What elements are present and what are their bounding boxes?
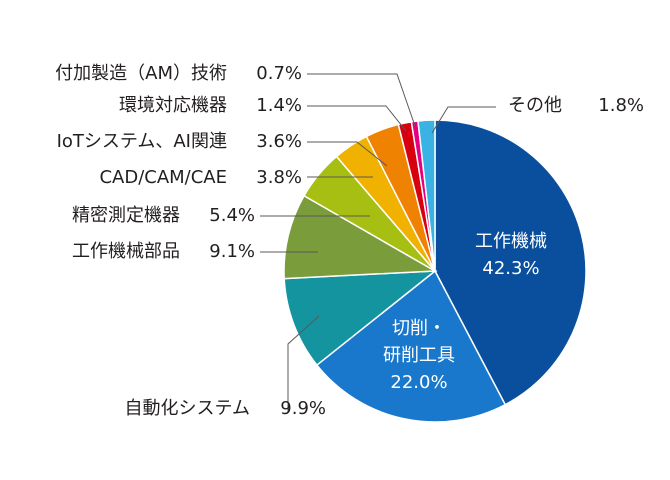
slice-value-sonota: 1.8% [598, 95, 644, 116]
slice-label-seimitsu: 精密測定機器 [72, 205, 180, 226]
slice-label-iot: IoTシステム、AI関連 [57, 131, 227, 152]
slice-value-fuka-seizou: 0.7% [256, 63, 302, 84]
slice-label-sonota: その他 [508, 95, 562, 116]
slice-value-kousaku-buhin: 9.1% [209, 241, 255, 262]
slice-value-kousaku-kikai: 42.3% [482, 258, 539, 279]
leader-lines [260, 73, 496, 412]
slice-label-kousaku-kikai: 工作機械 [475, 231, 547, 252]
slice-label-kousaku-buhin: 工作機械部品 [72, 241, 180, 262]
pie-slice-0 [434, 119, 587, 406]
pie-slice-2 [283, 270, 438, 367]
leader-line-6 [307, 73, 416, 127]
slice-value-jidouka: 9.9% [280, 398, 326, 419]
pie-slice-9 [417, 119, 436, 272]
slice-value-iot: 3.6% [256, 131, 302, 152]
slice-label-fuka-seizou: 付加製造（AM）技術 [55, 63, 227, 84]
slice-label-sessaku-line2: 研削工具 [383, 345, 455, 366]
leader-line-4 [307, 141, 388, 167]
slice-label-sessaku-line1: 切削・ [392, 318, 446, 339]
slice-value-kankyou: 1.4% [256, 95, 302, 116]
slice-value-cad: 3.8% [256, 167, 302, 188]
slice-value-seimitsu: 5.4% [209, 205, 255, 226]
leader-line-7 [431, 106, 496, 134]
leader-line-5 [307, 105, 407, 132]
leader-line-0 [287, 315, 320, 412]
pie-slices [283, 119, 587, 423]
slice-value-sessaku: 22.0% [390, 372, 447, 393]
slice-label-jidouka: 自動化システム [125, 398, 250, 419]
slice-label-kankyou: 環境対応機器 [119, 95, 227, 116]
pie-slice-1 [315, 269, 507, 423]
slice-label-cad: CAD/CAM/CAE [99, 167, 227, 188]
